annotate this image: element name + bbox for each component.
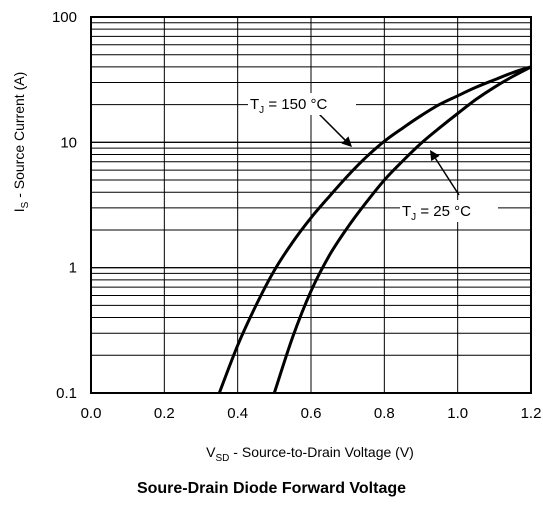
y-tick-label: 1 [69,260,77,277]
label-bg-150 [248,93,356,115]
y-tick-label: 10 [60,134,77,151]
annotation-arrow-150 [315,110,346,141]
x-tick-label: 1.2 [521,405,542,422]
annotations: TJ = 150 °C TJ = 25 °C [248,93,498,223]
curves [217,65,532,394]
y-tick-label: 100 [52,9,77,26]
x-tick-label: 0.6 [301,405,322,422]
series-line-0 [217,65,532,394]
annotation-arrowhead-25 [430,150,440,162]
y-tick-label: 0.1 [56,385,77,402]
series-label-150: TJ = 150 °C [250,96,327,116]
x-tick-label: 0.8 [374,405,395,422]
x-tick-label: 0.2 [154,405,175,422]
annotation-arrowhead-150 [341,136,352,147]
label-bg-25 [400,200,498,222]
series-label-25: TJ = 25 °C [402,203,471,223]
chart-caption: Soure-Drain Diode Forward Voltage [136,480,407,497]
grid [90,16,532,394]
annotation-arrow-25 [434,157,460,196]
plot-frame [90,16,532,394]
tick-labels: 0.0 0.2 0.4 0.6 0.8 1.0 1.2 0.1 1 10 100 [52,9,541,422]
x-tick-label: 0.4 [227,405,248,422]
x-tick-label: 0.0 [81,405,102,422]
x-tick-label: 1.0 [447,405,468,422]
series-line-1 [272,65,532,394]
x-axis-title: VSD - Source-to-Drain Voltage (V) [206,444,414,464]
y-axis-title: IS - Source Current (A) [11,72,31,213]
